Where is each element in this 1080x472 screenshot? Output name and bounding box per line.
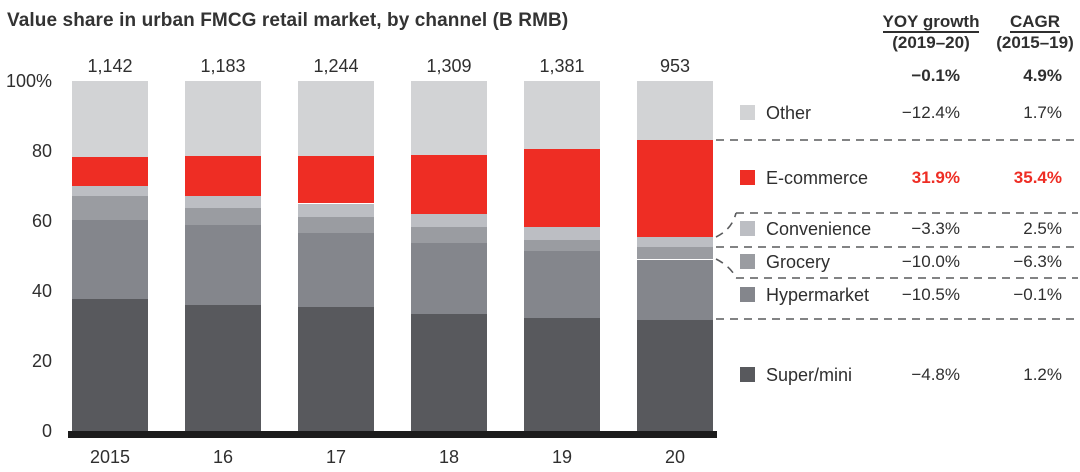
legend-yoy-value-grocery: −10.0% xyxy=(901,252,960,271)
bar-20 xyxy=(637,81,713,431)
segment-convenience xyxy=(298,203,374,217)
segment-hypermarket xyxy=(298,233,374,308)
legend-yoy-value-other: −12.4% xyxy=(901,103,960,122)
segment-other xyxy=(411,81,487,155)
segment-super-mini xyxy=(411,314,487,431)
segment-grocery xyxy=(72,195,148,220)
x-axis-category-label: 16 xyxy=(212,447,234,467)
legend-cagr-value-e-commerce: 35.4% xyxy=(1013,168,1062,187)
segment-grocery xyxy=(637,246,713,260)
segment-convenience xyxy=(411,214,487,228)
legend-label-hypermarket: Hypermarket xyxy=(766,285,870,305)
cagr-header-label: CAGR xyxy=(1009,12,1061,33)
segment-super-mini xyxy=(524,317,600,431)
segment-convenience xyxy=(637,236,713,247)
legend-label-convenience: Convenience xyxy=(766,219,872,239)
total-yoy-value: −0.1% xyxy=(911,66,960,85)
segment-hypermarket xyxy=(185,224,261,305)
y-axis-tick-label: 80 xyxy=(31,141,52,161)
segment-super-mini xyxy=(298,307,374,431)
y-axis-tick-label: 60 xyxy=(31,211,52,231)
legend-label-grocery: Grocery xyxy=(766,252,831,272)
x-axis-category-label: 2015 xyxy=(89,447,131,467)
segment-super-mini xyxy=(72,299,148,431)
legend-cagr-value-hypermarket: −0.1% xyxy=(1013,285,1062,304)
leader-curve-grocery xyxy=(715,258,737,279)
y-axis-tick-label: 0 xyxy=(41,421,52,441)
segment-e-commerce xyxy=(637,140,713,237)
legend-label-super-mini: Super/mini xyxy=(766,365,853,385)
segment-e-commerce xyxy=(411,154,487,214)
legend-swatch-other xyxy=(740,105,755,120)
segment-convenience xyxy=(524,227,600,240)
legend-yoy-value-hypermarket: −10.5% xyxy=(901,285,960,304)
segment-e-commerce xyxy=(185,155,261,196)
cagr-header-period: (2015–19) xyxy=(996,33,1074,52)
y-axis-tick-label: 20 xyxy=(31,351,52,371)
segment-convenience xyxy=(185,195,261,209)
segment-other xyxy=(524,81,600,149)
bar-total-label: 953 xyxy=(659,56,691,76)
bar-total-label: 1,142 xyxy=(87,56,133,76)
bar-18 xyxy=(411,81,487,431)
legend-swatch-e-commerce xyxy=(740,170,755,185)
segment-hypermarket xyxy=(411,242,487,315)
y-axis-tick-label: 40 xyxy=(31,281,52,301)
cagr-column-header: CAGR (2015–19) xyxy=(972,12,1080,52)
legend-yoy-value-e-commerce: 31.9% xyxy=(911,168,960,187)
bar-2015 xyxy=(72,81,148,431)
bar-total-label: 1,183 xyxy=(200,56,246,76)
legend-swatch-convenience xyxy=(740,221,755,236)
segment-grocery xyxy=(524,239,600,252)
bar-total-label: 1,381 xyxy=(539,56,585,76)
x-axis-category-label: 17 xyxy=(325,447,347,467)
legend-swatch-hypermarket xyxy=(740,287,755,302)
yoy-growth-header-label: YOY growth xyxy=(882,12,980,33)
segment-e-commerce xyxy=(524,148,600,228)
total-cagr-value: 4.9% xyxy=(1023,66,1062,85)
yoy-growth-column-header: YOY growth (2019–20) xyxy=(858,12,1004,52)
segment-super-mini xyxy=(185,305,261,431)
leader-curve-convenience xyxy=(715,212,737,238)
bar-17 xyxy=(298,81,374,431)
y-axis-tick-label: 100% xyxy=(5,71,52,91)
yoy-growth-header-period: (2019–20) xyxy=(892,33,970,52)
legend-cagr-value-other: 1.7% xyxy=(1023,103,1062,122)
segment-grocery xyxy=(185,208,261,225)
segment-other xyxy=(298,81,374,156)
segment-e-commerce xyxy=(298,155,374,204)
legend-yoy-value-convenience: −3.3% xyxy=(911,219,960,238)
legend-cagr-value-convenience: 2.5% xyxy=(1023,219,1062,238)
x-axis-category-label: 18 xyxy=(438,447,460,467)
legend-swatch-grocery xyxy=(740,254,755,269)
bar-total-label: 1,309 xyxy=(426,56,472,76)
bar-19 xyxy=(524,81,600,431)
segment-hypermarket xyxy=(637,259,713,320)
chart-title: Value share in urban FMCG retail market,… xyxy=(7,10,569,31)
segment-other xyxy=(185,81,261,156)
x-axis-baseline xyxy=(68,431,717,438)
segment-hypermarket xyxy=(524,251,600,318)
legend-cagr-value-super-mini: 1.2% xyxy=(1023,365,1062,384)
segment-super-mini xyxy=(637,319,713,431)
legend-label-e-commerce: E-commerce xyxy=(766,168,869,188)
x-axis-category-label: 20 xyxy=(664,447,686,467)
segment-other xyxy=(72,81,148,158)
x-axis-category-label: 19 xyxy=(551,447,573,467)
bar-total-label: 1,244 xyxy=(313,56,359,76)
segment-other xyxy=(637,81,713,141)
legend-swatch-super-mini xyxy=(740,367,755,382)
bar-16 xyxy=(185,81,261,431)
segment-hypermarket xyxy=(72,219,148,300)
segment-grocery xyxy=(298,216,374,234)
segment-convenience xyxy=(72,185,148,196)
legend-yoy-value-super-mini: −4.8% xyxy=(911,365,960,384)
segment-e-commerce xyxy=(72,157,148,186)
legend-cagr-value-grocery: −6.3% xyxy=(1013,252,1062,271)
segment-grocery xyxy=(411,227,487,243)
legend-label-other: Other xyxy=(766,103,812,123)
